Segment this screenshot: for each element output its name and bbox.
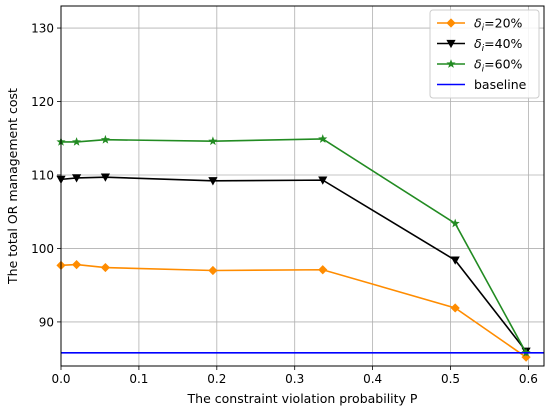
y-tick-label: 100 (31, 242, 54, 256)
data-point (318, 265, 328, 275)
plot-frame (60, 5, 545, 367)
x-tick-label: 0.4 (363, 372, 382, 386)
data-point (450, 256, 460, 265)
legend-label-suffix: =60% (484, 57, 522, 72)
data-point (318, 134, 328, 143)
data-point (521, 352, 531, 362)
legend-label-suffix: =20% (484, 16, 522, 31)
legend-label: baseline (474, 77, 527, 92)
data-point (450, 303, 460, 313)
legend-marker (446, 39, 456, 49)
data-point (72, 137, 82, 146)
data-point (71, 260, 82, 270)
legend-label-prefix: δ (474, 16, 482, 31)
legend-entry: δi=20% (437, 16, 523, 34)
legend-box (429, 9, 540, 99)
legend-entry: δi=60% (437, 57, 523, 75)
legend-marker (446, 59, 456, 68)
legend-label: δi=20% (474, 16, 523, 34)
legend-label-subscript: i (482, 24, 485, 34)
data-point (208, 177, 218, 186)
x-tick-label: 0.6 (519, 372, 538, 386)
data-point (208, 265, 218, 276)
legend-label: δi=40% (474, 36, 523, 54)
x-tick-label: 0.2 (207, 372, 226, 386)
grid (60, 6, 544, 366)
data-point (318, 176, 328, 185)
x-tick-label: 0.3 (285, 372, 304, 386)
legend: δi=20%δi=40%δi=60%baseline (429, 9, 540, 99)
legend-label: δi=60% (474, 57, 523, 75)
y-tick-label: 90 (39, 315, 54, 329)
y-tick-label: 130 (31, 22, 54, 36)
legend-label-subscript: i (482, 44, 485, 54)
x-tick-label: 0.0 (51, 372, 70, 386)
ticks: 0.0 0.1 0.2 0.3 0.4 0.5 0.6 90 100 110 120 130 (31, 22, 538, 386)
data-point (450, 218, 460, 228)
series-group (56, 134, 544, 362)
legend-label-prefix: δ (474, 57, 482, 72)
data-point (100, 173, 111, 182)
legend-entry: baseline (437, 77, 527, 92)
x-tick-label: 0.1 (129, 372, 148, 386)
data-point (71, 174, 82, 183)
legend-marker (446, 18, 456, 28)
series-0 (56, 260, 531, 362)
data-point (100, 134, 110, 144)
y-tick-label: 120 (31, 95, 54, 109)
legend-label-prefix: δ (474, 36, 482, 51)
data-point (208, 136, 218, 146)
legend-label-suffix: =40% (484, 36, 522, 51)
data-point (100, 262, 111, 273)
y-tick-label: 110 (31, 168, 54, 182)
x-axis-label: The constraint violation probability P (187, 391, 418, 406)
x-tick-label: 0.5 (441, 372, 460, 386)
y-axis-label: The total OR management cost (5, 88, 20, 285)
legend-label-subscript: i (482, 65, 485, 75)
legend-entry: δi=40% (437, 36, 523, 54)
